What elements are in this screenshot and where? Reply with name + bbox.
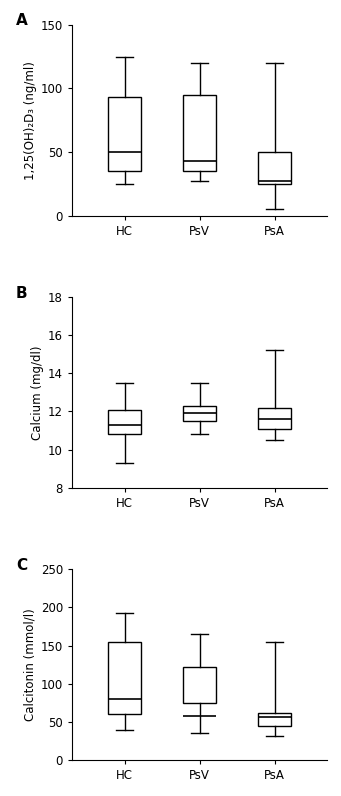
PathPatch shape bbox=[108, 410, 142, 435]
PathPatch shape bbox=[258, 712, 292, 726]
PathPatch shape bbox=[183, 406, 217, 421]
Y-axis label: Calcitonin (mmol/l): Calcitonin (mmol/l) bbox=[24, 608, 36, 721]
Y-axis label: 1,25(OH)₂D₃ (ng/ml): 1,25(OH)₂D₃ (ng/ml) bbox=[24, 60, 36, 180]
PathPatch shape bbox=[183, 95, 217, 171]
PathPatch shape bbox=[108, 97, 142, 171]
PathPatch shape bbox=[108, 642, 142, 714]
Y-axis label: Calcium (mg/dl): Calcium (mg/dl) bbox=[31, 345, 44, 439]
Text: A: A bbox=[16, 14, 28, 28]
PathPatch shape bbox=[258, 408, 292, 429]
PathPatch shape bbox=[183, 667, 217, 703]
Text: C: C bbox=[16, 558, 27, 573]
PathPatch shape bbox=[258, 152, 292, 184]
Text: B: B bbox=[16, 286, 28, 301]
